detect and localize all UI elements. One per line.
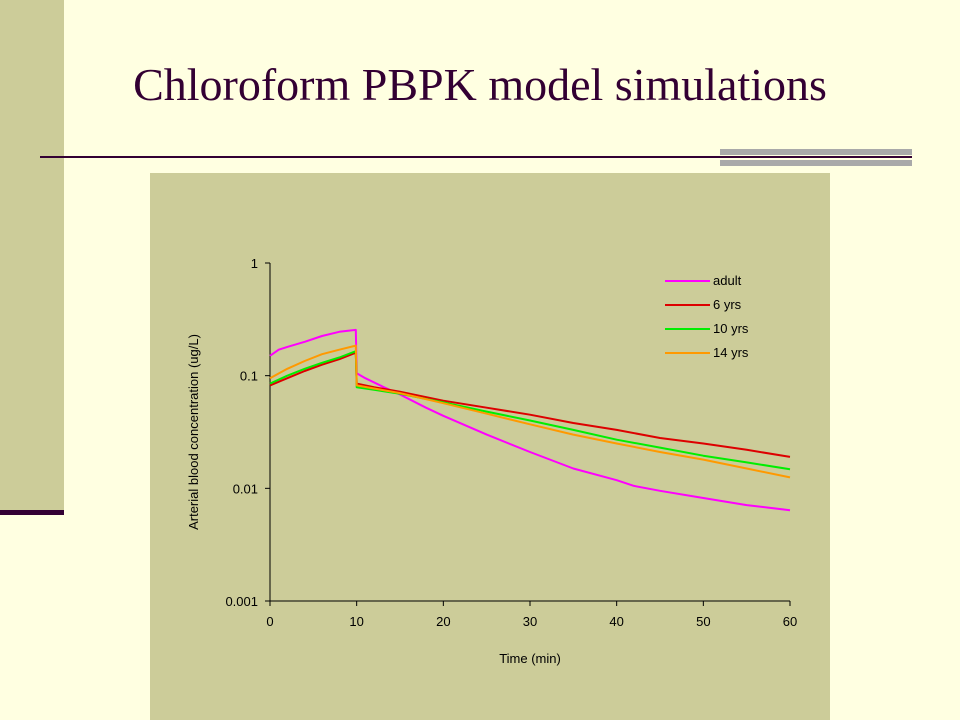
series-line-14-yrs xyxy=(269,344,791,479)
y-tick-label: 0.01 xyxy=(233,481,258,496)
sidebar-accent-bar xyxy=(0,510,64,515)
y-tick-label: 0.1 xyxy=(240,369,258,384)
chart-legend: adult 6 yrs 10 yrs 14 yrs xyxy=(665,273,749,360)
legend-label: adult xyxy=(713,273,742,288)
y-axis-ticks: 0.001 0.01 0.1 1 xyxy=(225,256,270,609)
chart-axes xyxy=(269,263,790,602)
x-tick-label: 10 xyxy=(349,614,363,629)
y-tick-label: 1 xyxy=(251,256,258,271)
slide-title: Chloroform PBPK model simulations xyxy=(133,59,827,110)
title-accent-bar-bottom xyxy=(720,160,912,166)
legend-label: 6 yrs xyxy=(713,297,742,312)
x-tick-label: 30 xyxy=(523,614,537,629)
y-axis-label: Arterial blood concentration (ug/L) xyxy=(186,334,201,530)
legend-label: 14 yrs xyxy=(713,345,749,360)
legend-label: 10 yrs xyxy=(713,321,749,336)
series-line-adult xyxy=(269,328,791,512)
x-axis-ticks: 0 10 20 30 40 50 60 xyxy=(266,601,797,629)
title-accent-bar-top xyxy=(720,149,912,155)
x-axis-label: Time (min) xyxy=(499,651,561,666)
chart-panel: 0 10 20 30 40 50 60 0.001 0.01 0.1 1 adult 6 yrs 10… xyxy=(150,173,830,720)
series-lines xyxy=(269,328,791,512)
x-tick-label: 60 xyxy=(783,614,797,629)
y-tick-label: 0.001 xyxy=(225,594,258,609)
x-tick-label: 40 xyxy=(609,614,623,629)
x-tick-label: 20 xyxy=(436,614,450,629)
x-tick-label: 50 xyxy=(696,614,710,629)
title-underline xyxy=(40,156,912,158)
x-tick-label: 0 xyxy=(266,614,273,629)
sidebar-strip xyxy=(0,0,64,512)
line-chart: 0 10 20 30 40 50 60 0.001 0.01 0.1 1 adult 6 yrs 10… xyxy=(186,256,797,666)
series-line-6-yrs xyxy=(269,351,791,458)
